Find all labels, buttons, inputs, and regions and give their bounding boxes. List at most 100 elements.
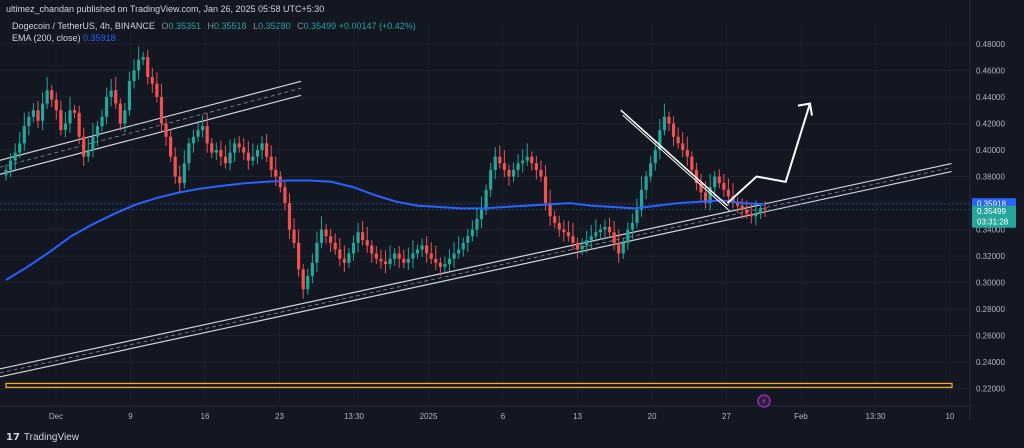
candle-body (265, 143, 269, 157)
candle-body (498, 156, 502, 164)
candle-body (169, 136, 173, 157)
candle-body (59, 110, 63, 131)
candle-body (333, 242, 337, 250)
candle-body (420, 245, 424, 250)
candle-body (187, 143, 191, 164)
close-label: C (297, 21, 304, 31)
candle-body (68, 110, 72, 124)
candle-body (324, 229, 328, 237)
candle-body (457, 249, 461, 254)
descending-trendline (620, 109, 729, 207)
candle-body (580, 245, 584, 250)
candle-body (292, 229, 296, 243)
candle-body (150, 77, 154, 84)
candle-body (379, 258, 383, 262)
candle-body (287, 203, 292, 230)
candle-body (388, 258, 392, 265)
candle-body (164, 123, 168, 137)
tradingview-footer[interactable]: 𝟭𝟳 TradingView (6, 432, 79, 443)
high-value: 0.35518 (214, 21, 247, 31)
grid-lines (0, 24, 970, 402)
candle-body (603, 226, 607, 230)
candle-body (658, 130, 662, 150)
time-tick-label: 16 (201, 412, 210, 421)
candle-body (699, 183, 703, 193)
candle-body (393, 253, 397, 259)
candle-body (484, 189, 488, 210)
candle-body (626, 229, 630, 243)
candle-body (201, 126, 205, 131)
candle-body (269, 156, 273, 170)
trendlines (620, 102, 813, 212)
publisher-line: ultimez_chandan published on TradingView… (6, 4, 325, 14)
time-tick-label: 10 (946, 412, 955, 421)
price-tick-label: 0.44000 (976, 93, 1005, 102)
candle-body (141, 57, 145, 60)
candle-body (681, 143, 685, 150)
price-tick-label: 0.48000 (976, 40, 1005, 49)
candle-body (196, 130, 200, 137)
lightning-icon (757, 394, 771, 408)
price-tick-label: 0.28000 (976, 305, 1005, 314)
upper-left-channel-upper (0, 80, 302, 161)
time-axis[interactable]: Dec 9 16 23 13:30 2025 6 13 20 27 Feb 13:30 10 (0, 405, 970, 421)
candle-body (54, 99, 58, 111)
candle-body (594, 232, 598, 237)
candle-body (557, 222, 561, 230)
candle-body (82, 136, 86, 157)
candle-body (251, 156, 255, 161)
candle-body (502, 163, 506, 170)
candle-body (635, 209, 639, 223)
open-value: 0.35351 (168, 21, 201, 31)
candle-body (109, 90, 113, 97)
candle-body (585, 240, 589, 246)
tradingview-logo-icon: 𝟭𝟳 (6, 432, 20, 443)
candle-body (598, 229, 602, 233)
candle-body (383, 261, 388, 265)
candle-body (617, 242, 621, 254)
candle-body (315, 242, 319, 263)
candle-body (754, 213, 758, 217)
candle-body (534, 163, 538, 170)
candle-body (671, 123, 676, 137)
candle-body (27, 116, 31, 127)
symbol-name[interactable]: Dogecoin / TetherUS, 4h, BINANCE (12, 21, 155, 31)
price-tick-label: 0.32000 (976, 252, 1005, 261)
candle-body (726, 189, 731, 197)
candle-body (475, 218, 479, 230)
time-tick-label: 9 (128, 412, 133, 421)
candle-body (397, 253, 401, 259)
candle-body (136, 59, 141, 71)
lightning-glyph: ⚡ (761, 397, 767, 406)
candle-body (553, 216, 557, 223)
time-tick-label: 23 (275, 412, 284, 421)
price-tag-countdown: 03:31:28 (977, 218, 1009, 227)
candle-body (118, 103, 122, 124)
ohlc-row: Dogecoin / TetherUS, 4h, BINANCE O0.3535… (12, 20, 416, 32)
ema-200-line (5, 179, 766, 281)
candle-body (100, 116, 104, 127)
time-tick-label: Feb (794, 412, 808, 421)
ema-label[interactable]: EMA (200, close) (12, 33, 81, 43)
candle-body (356, 232, 360, 243)
candle-body (438, 262, 442, 267)
upper-left-channel-lower (0, 94, 302, 175)
price-tag-box (972, 205, 1016, 228)
candle-body (443, 264, 447, 267)
candle-body (18, 143, 22, 153)
upper-left-channel-mid (0, 87, 302, 168)
candle-body (612, 232, 616, 243)
ema-value: 0.35918 (83, 33, 116, 43)
candle-body (77, 112, 81, 137)
candle-body (717, 176, 721, 184)
candle-body (649, 163, 653, 177)
candle-body (123, 110, 127, 124)
time-tick-label: 13:30 (865, 412, 886, 421)
time-tick-label: 20 (648, 412, 657, 421)
event-marker[interactable]: ⚡ (757, 394, 771, 408)
price-tick-label: 0.42000 (976, 119, 1005, 128)
candle-body (470, 229, 474, 237)
lower-channel-mid (0, 167, 952, 374)
